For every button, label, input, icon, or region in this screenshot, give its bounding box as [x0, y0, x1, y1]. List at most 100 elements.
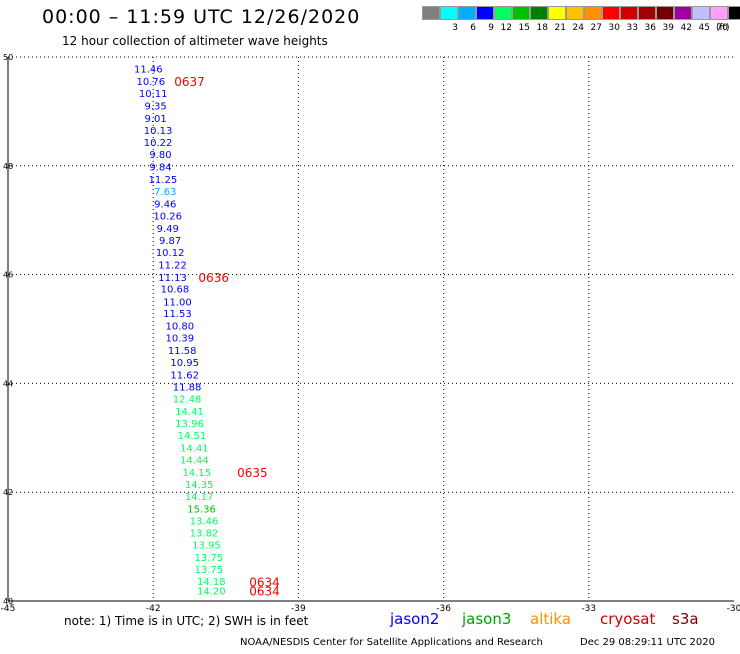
legend-unit-label: (ft) — [716, 23, 730, 33]
legend-swatch — [512, 6, 530, 20]
data-point-label: 14.18 — [197, 577, 226, 588]
legend-swatch — [638, 6, 656, 20]
x-tick-label: -45 — [1, 604, 16, 614]
satellite-label-s3a: s3a — [672, 610, 699, 628]
legend-item: 70 — [710, 6, 728, 33]
y-tick-label: 44 — [3, 379, 13, 388]
legend-item: 30 — [602, 6, 620, 33]
legend-item: 27 — [584, 6, 602, 33]
y-tick-label: 42 — [3, 488, 13, 497]
footer-timestamp: Dec 29 08:29:11 UTC 2020 — [580, 637, 715, 648]
data-point-label: 14.17 — [185, 492, 214, 503]
data-point-label: 13.46 — [190, 516, 219, 527]
data-point-label: 9.01 — [144, 114, 166, 125]
legend-label: 3 — [452, 23, 458, 33]
data-point-label: 10.68 — [161, 285, 190, 296]
data-point-label: 14.15 — [182, 468, 211, 479]
data-point-label: 9.46 — [154, 199, 176, 210]
data-point-label: 7.63 — [154, 187, 176, 198]
legend-item: 3 — [440, 6, 458, 33]
time-annotation: 0637 — [174, 75, 205, 89]
data-point-label: 10.12 — [156, 248, 185, 259]
data-point-label: 11.53 — [163, 309, 192, 320]
x-tick-label: -33 — [581, 604, 596, 614]
data-point-label: 14.20 — [197, 587, 226, 598]
legend-swatch — [710, 6, 728, 20]
data-point-label: 11.25 — [149, 175, 178, 186]
data-point-label: 13.75 — [195, 565, 224, 576]
data-point-label: 9.84 — [149, 162, 171, 173]
legend-label: 30 — [608, 23, 620, 33]
legend-item: 21 — [548, 6, 566, 33]
data-point-label: 11.62 — [170, 371, 199, 382]
legend-swatch — [440, 6, 458, 20]
x-tick-label: -39 — [291, 604, 306, 614]
data-point-label: 10.76 — [136, 77, 165, 88]
data-point-label: 14.41 — [180, 444, 209, 455]
data-point-label: 10.11 — [139, 89, 168, 100]
data-point-label: 13.75 — [195, 553, 224, 564]
legend-item — [728, 6, 740, 20]
legend-swatch — [674, 6, 692, 20]
data-point-label: 10.95 — [170, 358, 199, 369]
satellite-label-cryosat: cryosat — [600, 610, 656, 628]
y-tick-label: 50 — [3, 53, 13, 62]
legend-label: 42 — [680, 23, 692, 33]
time-annotation: 0634 — [249, 585, 280, 599]
color-scale-legend: 3 6 9 12 15 18 21 24 27 30 33 36 39 42 45 70 — [422, 6, 740, 33]
legend-swatch — [656, 6, 674, 20]
legend-item: 15 — [512, 6, 530, 33]
legend-swatch — [692, 6, 710, 20]
data-point-label: 11.13 — [158, 273, 187, 284]
legend-label: 6 — [470, 23, 476, 33]
data-point-label: 9.80 — [149, 150, 171, 161]
time-annotation: 0636 — [198, 271, 229, 285]
legend-item: 39 — [656, 6, 674, 33]
legend-label: 24 — [572, 23, 584, 33]
data-point-label: 14.51 — [178, 431, 207, 442]
legend-label: 18 — [536, 23, 548, 33]
chart-title: 00:00 – 11:59 UTC 12/26/2020 — [42, 6, 361, 28]
y-tick-label: 40 — [3, 597, 13, 606]
data-point-label: 10.26 — [153, 211, 182, 222]
legend-swatch — [620, 6, 638, 20]
data-point-label: 11.00 — [163, 297, 192, 308]
data-point-label: 10.22 — [144, 138, 173, 149]
chart-subtitle: 12 hour collection of altimeter wave hei… — [62, 34, 328, 48]
y-tick-label: 48 — [3, 162, 13, 171]
data-point-label: 11.58 — [168, 346, 197, 357]
legend-item: 45 — [692, 6, 710, 33]
data-point-label: 13.96 — [175, 419, 204, 430]
satellite-label-altika: altika — [530, 610, 572, 628]
legend-swatch — [458, 6, 476, 20]
data-point-label: 9.87 — [159, 236, 181, 247]
data-point-label: 14.41 — [175, 407, 204, 418]
legend-item: 33 — [620, 6, 638, 33]
data-point-label: 10.39 — [165, 334, 194, 345]
legend-item: 18 — [530, 6, 548, 33]
legend-label: 12 — [500, 23, 512, 33]
legend-label: 39 — [662, 23, 674, 33]
legend-label: 33 — [626, 23, 638, 33]
legend-swatch — [548, 6, 566, 20]
data-point-label: 10.80 — [165, 322, 194, 333]
legend-swatch — [584, 6, 602, 20]
legend-label: 15 — [518, 23, 530, 33]
satellite-label-jason2: jason2 — [390, 610, 440, 628]
y-tick-label: 46 — [3, 271, 13, 280]
legend-label: 9 — [488, 23, 494, 33]
time-annotation: 0635 — [237, 466, 268, 480]
data-point-label: 13.95 — [192, 540, 221, 551]
satellite-label-jason3: jason3 — [462, 610, 512, 628]
legend-item: 6 — [458, 6, 476, 33]
time-annotation: 0634 — [249, 575, 280, 589]
legend-item — [422, 6, 440, 20]
legend-swatch — [728, 6, 740, 20]
legend-swatch — [566, 6, 584, 20]
data-point-label: 14.44 — [180, 456, 209, 467]
data-point-label: 9.35 — [144, 101, 166, 112]
legend-swatch — [602, 6, 620, 20]
legend-label: 36 — [644, 23, 656, 33]
